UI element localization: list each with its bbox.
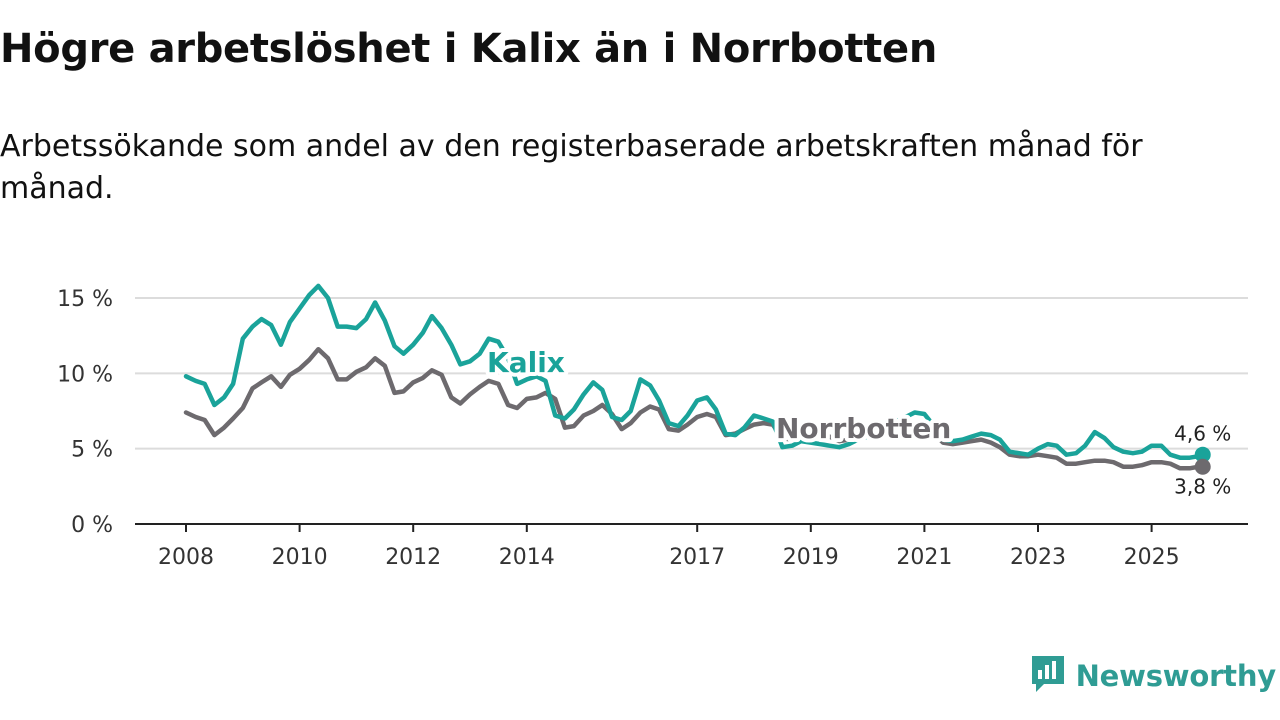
- y-tick-label: 0 %: [71, 513, 113, 538]
- series-line-kalix: [183, 283, 1205, 460]
- series-label-kalix: Kalix: [487, 346, 565, 379]
- y-tick-label: 5 %: [71, 438, 113, 463]
- end-label-kalix: 4,6 %: [1174, 422, 1231, 446]
- axis-layer: 0 % 5 % 10 % 15 % 2008 2010 2012 2014 2017 2019 20…: [57, 287, 1248, 570]
- grid-layer: [135, 297, 1248, 450]
- x-tick-label: 2012: [385, 545, 441, 570]
- series-line-norrbotten: [183, 346, 1205, 471]
- x-tick-label: 2017: [669, 545, 725, 570]
- x-tick-label: 2025: [1124, 545, 1180, 570]
- end-label-norrbotten: 3,8 %: [1174, 475, 1231, 499]
- series-label-norrbotten: Norrbotten: [776, 412, 951, 445]
- chart-subtitle: Arbetssökande som andel av den registerb…: [0, 129, 1143, 206]
- y-tick-label: 10 %: [57, 362, 113, 387]
- newsworthy-brand[interactable]: Newsworthy: [1030, 654, 1276, 698]
- y-tick-label: 15 %: [57, 287, 113, 312]
- label-layer: 4,6 % 3,8 % Kalix Norrbotten: [483, 342, 1231, 499]
- x-tick-label: 2023: [1010, 545, 1066, 570]
- series-layer: [183, 283, 1205, 471]
- end-dot-norrbotten: [1194, 458, 1211, 475]
- x-tick-label: 2014: [499, 545, 555, 570]
- newsworthy-logo-icon: [1030, 654, 1066, 698]
- brand-name: Newsworthy: [1075, 659, 1277, 693]
- x-tick-label: 2008: [158, 545, 214, 570]
- x-tick-label: 2019: [783, 545, 839, 570]
- x-tick-label: 2021: [896, 545, 952, 570]
- x-tick-label: 2010: [272, 545, 328, 570]
- end-dot-kalix: [1194, 446, 1211, 463]
- chart-title: Högre arbetslöshet i Kalix än i Norrbott…: [0, 26, 938, 72]
